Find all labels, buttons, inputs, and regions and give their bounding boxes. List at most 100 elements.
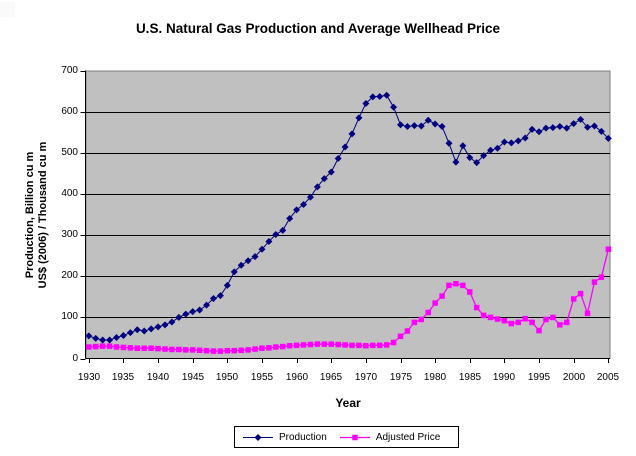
production-point	[535, 128, 543, 136]
production-point	[417, 122, 425, 130]
adjusted-price-point	[446, 282, 452, 289]
production-legend-marker-icon	[243, 433, 273, 441]
adjusted-price-point	[494, 316, 501, 322]
y-tick-label: 400	[61, 188, 78, 199]
adjusted-price-point	[86, 344, 92, 350]
adjusted-price-point	[203, 347, 210, 354]
production-point	[556, 122, 564, 130]
production-point	[369, 93, 377, 101]
adjusted-price-point	[383, 342, 390, 348]
production-point	[570, 120, 578, 128]
production-point	[230, 268, 238, 276]
x-tick-label: 1955	[250, 372, 274, 383]
adjusted-price-point	[196, 347, 203, 354]
adjusted-price-point	[335, 341, 341, 348]
production-point	[286, 214, 294, 222]
adjusted-price-point	[176, 346, 182, 353]
adjusted-price-point	[536, 327, 542, 334]
production-point	[493, 144, 501, 152]
adjusted-price-point	[286, 343, 293, 349]
production-point	[500, 138, 508, 146]
production-point	[403, 122, 411, 130]
production-point	[507, 139, 515, 147]
production-point	[106, 336, 114, 344]
production-point	[334, 154, 342, 162]
adjusted-price-point	[349, 342, 355, 349]
adjusted-price-point	[162, 346, 168, 352]
production-point	[577, 115, 585, 123]
adjusted-price-point	[522, 315, 528, 322]
adjusted-price-point	[231, 347, 238, 354]
legend-label-production: Production	[279, 431, 327, 443]
adjusted-price-point	[543, 316, 549, 323]
adjusted-price-point	[279, 343, 286, 350]
production-point	[175, 313, 183, 321]
adjusted-price-point	[453, 281, 459, 287]
x-tick-label: 1935	[111, 372, 135, 383]
production-point	[147, 325, 155, 333]
production-point	[279, 226, 287, 234]
production-point	[237, 261, 245, 269]
production-point	[438, 122, 446, 130]
production-point	[355, 114, 363, 122]
x-tick-label: 1945	[181, 372, 205, 383]
plot-background	[85, 70, 611, 359]
x-tick-label: 1940	[146, 372, 170, 383]
adjusted-price-point	[321, 341, 328, 347]
corner-artifact	[0, 2, 15, 17]
adjusted-price-point	[577, 290, 584, 297]
adjusted-price-point	[467, 289, 473, 295]
production-point	[466, 154, 474, 162]
production-point	[300, 200, 308, 208]
production-point	[390, 103, 398, 111]
adjusted-price-point	[487, 314, 494, 321]
adjusted-price-point	[342, 342, 348, 348]
adjusted-price-point	[584, 310, 591, 317]
adjusted-price-point	[120, 344, 127, 351]
y-tick-label: 700	[61, 65, 78, 76]
production-point	[563, 124, 571, 132]
legend-item-production: Production	[243, 432, 327, 443]
adjusted-price-point	[480, 312, 487, 319]
x-tick-label: 1995	[527, 372, 551, 383]
production-point	[223, 281, 231, 289]
adjusted-price-legend-marker-icon	[339, 434, 370, 440]
production-point	[161, 321, 169, 329]
adjusted-price-point	[189, 347, 196, 353]
adjusted-price-point	[432, 300, 438, 306]
production-point	[376, 92, 384, 100]
adjusted-price-point	[210, 348, 217, 354]
adjusted-price-point	[390, 339, 397, 346]
adjusted-price-point	[515, 319, 522, 326]
production-point	[216, 292, 224, 300]
adjusted-price-point	[300, 342, 307, 348]
production-point	[293, 206, 301, 214]
production-point	[272, 230, 280, 238]
production-point	[133, 326, 141, 334]
adjusted-price-point	[252, 346, 258, 352]
adjusted-price-point	[148, 345, 154, 351]
x-tick-label: 1980	[423, 372, 447, 383]
adjusted-price-point	[370, 342, 376, 349]
x-tick-label: 1965	[319, 372, 343, 383]
production-point	[265, 237, 273, 245]
production-point	[383, 91, 391, 99]
adjusted-price-point	[293, 342, 300, 349]
production-point	[348, 130, 356, 138]
production-point	[424, 116, 432, 124]
adjusted-price-point	[425, 309, 431, 316]
adjusted-price-point	[356, 342, 362, 349]
adjusted-price-point	[529, 319, 535, 326]
adjusted-price-point	[127, 345, 134, 351]
adjusted-price-point	[273, 344, 279, 350]
adjusted-price-point	[99, 343, 106, 349]
adjusted-price-point	[557, 322, 563, 328]
production-point	[542, 124, 550, 132]
production-point	[549, 124, 557, 132]
x-tick-label: 1950	[215, 372, 239, 383]
adjusted-price-point	[92, 343, 99, 350]
adjusted-price-point	[550, 314, 556, 321]
x-tick-label: 1930	[77, 372, 101, 383]
production-point	[487, 146, 495, 154]
